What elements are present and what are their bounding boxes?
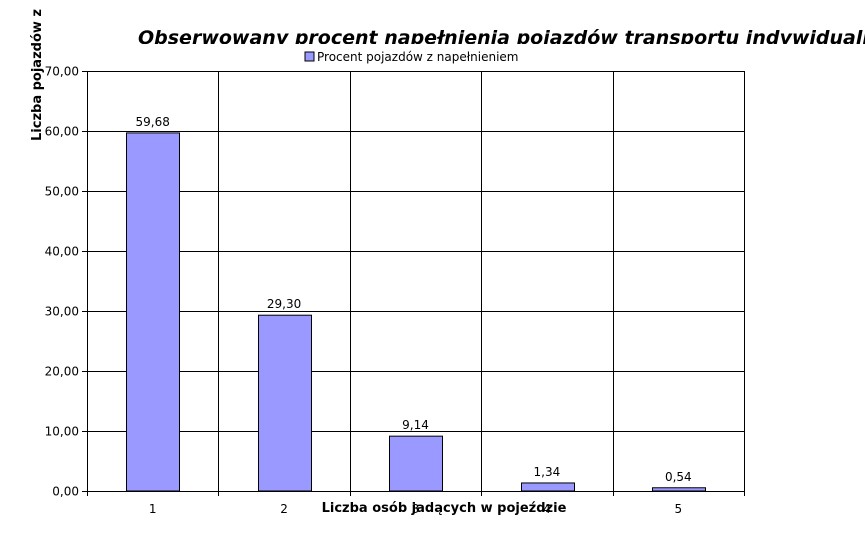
bar — [389, 435, 443, 492]
data-label: 29,30 — [267, 297, 301, 311]
data-label: 1,34 — [534, 465, 561, 479]
axes — [82, 71, 745, 496]
data-label: 0,54 — [665, 470, 692, 484]
y-tick-labels: 0,00 10,00 20,00 30,00 40,00 50,00 60,00 70,00 — [45, 65, 79, 499]
bar — [258, 314, 312, 492]
y-tick-label: 70,00 — [45, 65, 79, 79]
legend-swatch — [304, 51, 315, 62]
bar — [521, 482, 575, 492]
x-tick-label: 3 — [412, 502, 420, 516]
y-tick-label: 40,00 — [45, 245, 79, 259]
x-axis-label: Liczba osób jadących w pojeździe — [322, 501, 567, 516]
bar — [126, 132, 180, 492]
y-tick-label: 20,00 — [45, 365, 79, 379]
x-tick-label: 2 — [280, 502, 288, 516]
data-labels: 59,68 29,30 9,14 1,34 0,54 — [136, 115, 692, 484]
legend: Procent pojazdów z napełnieniem — [304, 50, 519, 64]
x-tick-label: 4 — [543, 502, 551, 516]
bars — [126, 132, 706, 492]
data-label: 59,68 — [136, 115, 170, 129]
x-tick-labels: 1 2 3 4 5 — [149, 502, 682, 516]
x-tick-label: 1 — [149, 502, 157, 516]
bar — [652, 487, 706, 492]
x-tick-label: 5 — [674, 502, 682, 516]
y-tick-label: 50,00 — [45, 185, 79, 199]
y-tick-label: 10,00 — [45, 425, 79, 439]
y-axis-label: Liczba pojazdów z — [30, 9, 45, 141]
legend-label: Procent pojazdów z napełnieniem — [317, 50, 519, 64]
data-label: 9,14 — [402, 418, 429, 432]
y-tick-label: 30,00 — [45, 305, 79, 319]
chart-title: Obserwowany procent napełnienia pojazdów… — [138, 27, 865, 49]
y-tick-label: 60,00 — [45, 125, 79, 139]
y-tick-label: 0,00 — [52, 485, 79, 499]
